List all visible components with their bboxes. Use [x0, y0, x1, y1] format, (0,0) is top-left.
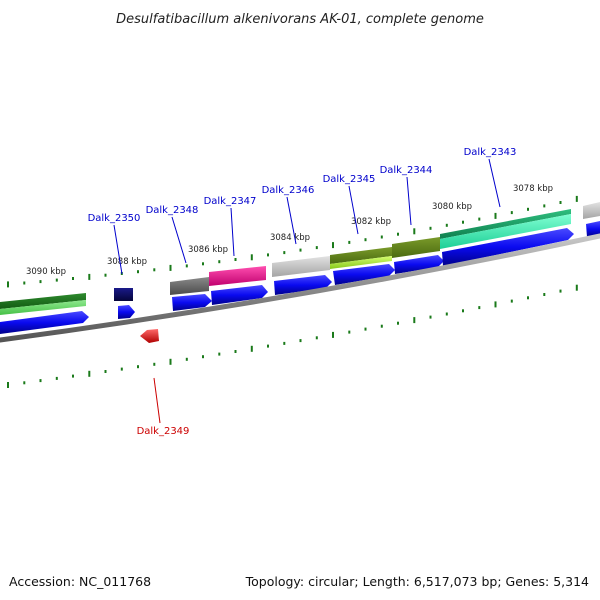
inner-tick-row [7, 284, 578, 388]
cds-arrow-reverse[interactable] [140, 329, 159, 343]
cds-arrow[interactable] [586, 221, 600, 237]
genome-summary-text: Topology: circular; Length: 6,517,073 bp… [245, 574, 589, 589]
cds-arrow[interactable] [333, 264, 395, 285]
gene-label-dalk-2350[interactable]: Dalk_2350 [88, 213, 141, 224]
leader-line [286, 196, 297, 245]
leader-line [153, 377, 161, 424]
kbp-label: 3088 kbp [107, 257, 147, 267]
kbp-label: 3084 kbp [270, 233, 310, 243]
gene-label-dalk-2343[interactable]: Dalk_2343 [464, 147, 517, 158]
kbp-label: 3082 kbp [351, 217, 391, 227]
genome-backbone [0, 233, 600, 343]
forward-cds-track [0, 221, 600, 334]
gene-label-dalk-2346[interactable]: Dalk_2346 [262, 185, 315, 196]
feature-segment[interactable] [392, 237, 440, 258]
cds-arrow[interactable] [172, 294, 212, 311]
feature-segment[interactable] [330, 256, 392, 269]
map-title: Desulfatibacillum alkenivorans AK-01, co… [116, 12, 484, 27]
feature-segment[interactable] [272, 256, 330, 277]
reverse-cds-track [140, 329, 159, 343]
feature-segment[interactable] [209, 266, 266, 286]
leader-line [230, 207, 235, 257]
gene-label-dalk-2348[interactable]: Dalk_2348 [146, 205, 199, 216]
leader-line [348, 185, 359, 235]
gene-label-dalk-2345[interactable]: Dalk_2345 [323, 174, 376, 185]
outer-tick-row [7, 195, 578, 288]
feature-segment[interactable] [0, 293, 86, 309]
cds-arrow[interactable] [211, 285, 268, 305]
gene-label-dalk-2344[interactable]: Dalk_2344 [380, 165, 433, 176]
gene-label-dalk-2347[interactable]: Dalk_2347 [204, 196, 257, 207]
feature-segment[interactable] [114, 288, 133, 301]
kbp-label: 3090 kbp [26, 267, 66, 277]
kbp-scale: 3090 kbp 3088 kbp 3086 kbp 3084 kbp 3082… [26, 184, 553, 277]
leader-line [113, 224, 123, 275]
gene-leader-lines [113, 158, 501, 424]
feature-segment[interactable] [0, 300, 86, 315]
kbp-label: 3086 kbp [188, 245, 228, 255]
gene-labels: Dalk_2350 Dalk_2348 Dalk_2347 Dalk_2346 … [88, 147, 517, 437]
feature-segment[interactable] [583, 202, 600, 219]
cds-arrow[interactable] [0, 311, 89, 334]
feature-ring [0, 202, 600, 315]
feature-segment[interactable] [170, 277, 209, 295]
leader-line [171, 216, 187, 264]
cds-arrow[interactable] [442, 228, 574, 266]
accession-text: Accession: NC_011768 [9, 574, 151, 589]
cds-arrow[interactable] [394, 255, 444, 274]
cds-arrow[interactable] [118, 305, 135, 319]
kbp-label: 3078 kbp [513, 184, 553, 194]
kbp-label: 3080 kbp [432, 202, 472, 212]
leader-line [406, 176, 412, 226]
leader-line [488, 158, 501, 208]
feature-segment[interactable] [330, 247, 392, 264]
feature-segment[interactable] [440, 209, 571, 239]
feature-segment[interactable] [440, 214, 571, 249]
cds-arrow[interactable] [274, 275, 332, 295]
gene-label-dalk-2349[interactable]: Dalk_2349 [137, 426, 190, 437]
